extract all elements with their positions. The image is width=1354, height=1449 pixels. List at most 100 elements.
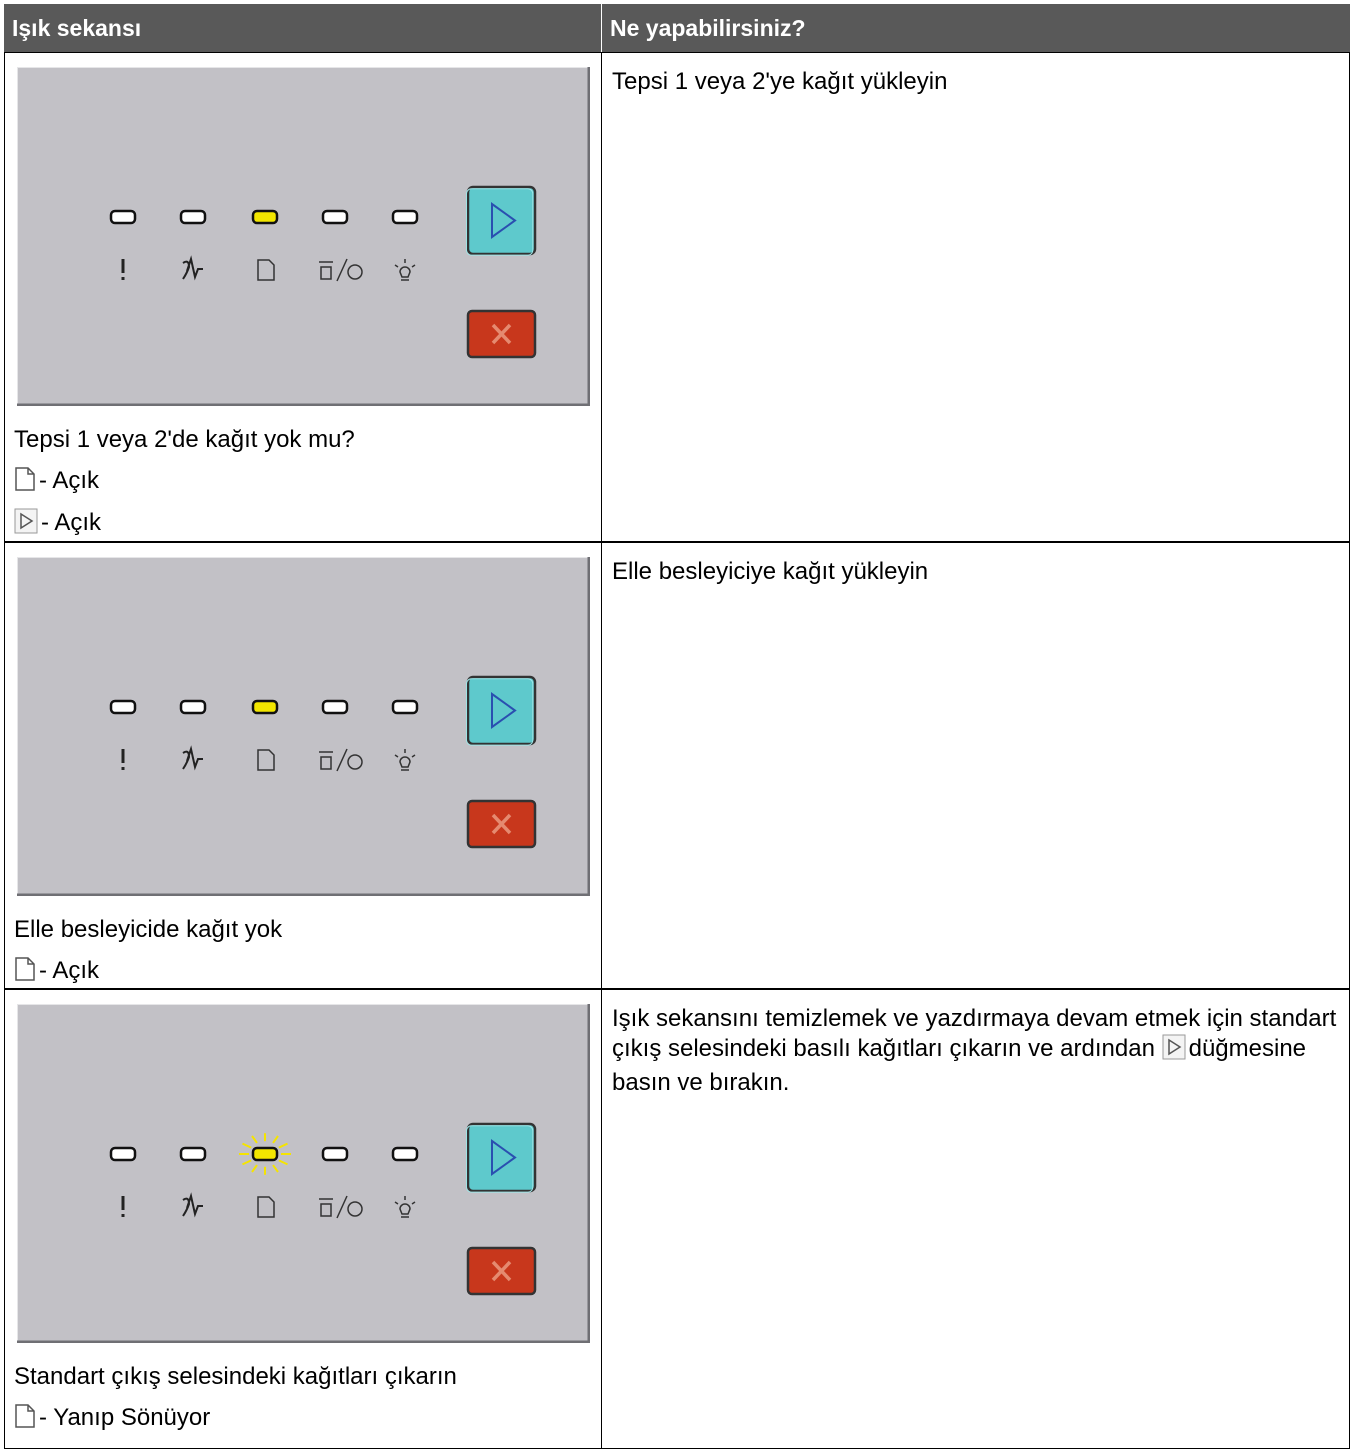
error-symbol [121, 259, 125, 273]
right-cell [601, 52, 1350, 542]
condition-text: Elle besleyicide kağıt yok [14, 916, 283, 943]
action-part: Elle besleyiciye kağıt yükleyin [612, 558, 929, 585]
blink-ray [251, 1135, 258, 1144]
drum-symbol [347, 264, 363, 280]
action-text: Tepsi 1 veya 2'ye kağıt yükleyin [612, 67, 1342, 97]
paper-icon [14, 466, 36, 500]
error-symbol-dot [121, 767, 125, 770]
led [321, 209, 349, 225]
blink-ray [251, 1164, 258, 1173]
play-icon [14, 508, 38, 542]
continue-arrow [491, 692, 517, 729]
paper-icon-svg [15, 957, 35, 981]
action-text: Elle besleyiciye kağıt yükleyin [612, 557, 1342, 587]
continue-button [466, 1122, 537, 1193]
blink-ray [278, 1159, 288, 1166]
jam-symbol [182, 1192, 203, 1218]
light-symbol [394, 749, 416, 771]
blink-ray [272, 1135, 279, 1144]
play-icon-svg [1162, 1034, 1186, 1060]
led [109, 1146, 137, 1162]
paper-symbol [257, 259, 275, 281]
continue-button-bevel [465, 1125, 534, 1193]
led [391, 699, 419, 715]
error-symbol-dot [121, 1214, 125, 1217]
right-cell [601, 542, 1350, 989]
indicator-line: - Açık [14, 466, 99, 500]
error-symbol-dot [121, 277, 125, 280]
continue-button [466, 675, 537, 746]
cancel-cross [491, 323, 512, 345]
indicator-text: - Açık [39, 467, 100, 494]
drum-symbol [347, 754, 363, 770]
toner-symbol [319, 748, 348, 772]
condition-text: Standart çıkış selesindeki kağıtları çık… [14, 1363, 457, 1390]
paper-icon [14, 1403, 36, 1437]
led [321, 1146, 349, 1162]
led [251, 699, 279, 715]
condition-text: Tepsi 1 veya 2'de kağıt yok mu? [14, 426, 355, 453]
panel-shadow [17, 1004, 590, 1343]
header-cell: Işık sekansı [4, 4, 601, 52]
cancel-cross [491, 1260, 512, 1282]
jam-symbol [182, 255, 203, 281]
continue-button-bevel [465, 188, 534, 256]
led [179, 699, 207, 715]
continue-arrow [491, 202, 517, 239]
continue-button-bevel [465, 678, 534, 746]
indicator-text: - Yanıp Sönüyor [39, 1404, 211, 1431]
paper-symbol [257, 749, 275, 771]
control-panel [17, 557, 590, 896]
indicator-text: - Açık [41, 509, 102, 536]
blink-ray [278, 1142, 288, 1149]
light-symbol [394, 259, 416, 281]
led [109, 209, 137, 225]
play-shape [20, 512, 34, 530]
drum-symbol [347, 1201, 363, 1217]
paper-icon [14, 956, 36, 990]
led [179, 209, 207, 225]
indicator-line: - Yanıp Sönüyor [14, 1403, 210, 1437]
action-part: düğmesine basın ve bırakın. [612, 1035, 1307, 1096]
blink-ray [242, 1159, 252, 1166]
indicator-line: - Açık [14, 956, 99, 990]
indicator-text: - Açık [39, 957, 100, 984]
light-symbol [394, 1196, 416, 1218]
jam-symbol [182, 745, 203, 771]
led [251, 1146, 279, 1162]
control-panel [17, 1004, 590, 1343]
action-part: Işık sekansını temizlemek ve yazdırmaya … [612, 1005, 1337, 1062]
header-cell: Ne yapabilirsiniz? [601, 4, 1350, 52]
led [321, 699, 349, 715]
led [109, 699, 137, 715]
error-symbol [121, 749, 125, 763]
paper-shape [15, 1404, 35, 1428]
action-text: Işık sekansını temizlemek ve yazdırmaya … [612, 1004, 1342, 1098]
play-icon [1162, 1034, 1186, 1068]
led [391, 1146, 419, 1162]
play-frame [14, 508, 38, 534]
cancel-cross [491, 813, 512, 835]
paper-shape [15, 957, 35, 981]
toner-symbol [319, 1195, 348, 1219]
paper-shape [15, 467, 35, 491]
play-icon-svg [14, 508, 38, 534]
paper-icon-svg [15, 467, 35, 491]
led [179, 1146, 207, 1162]
control-panel [17, 67, 590, 406]
paper-symbol [257, 1196, 275, 1218]
panel-shadow [17, 557, 590, 896]
continue-button [466, 185, 537, 256]
led [391, 209, 419, 225]
paper-icon-svg [15, 1404, 35, 1428]
play-shape [1167, 1038, 1182, 1056]
blink-ray [242, 1142, 252, 1149]
play-frame [1162, 1034, 1186, 1060]
led [251, 209, 279, 225]
indicator-line: - Açık [14, 508, 101, 542]
continue-arrow [491, 1139, 517, 1176]
blink-ray [272, 1164, 279, 1173]
error-symbol [121, 1196, 125, 1210]
panel-shadow [17, 67, 590, 406]
